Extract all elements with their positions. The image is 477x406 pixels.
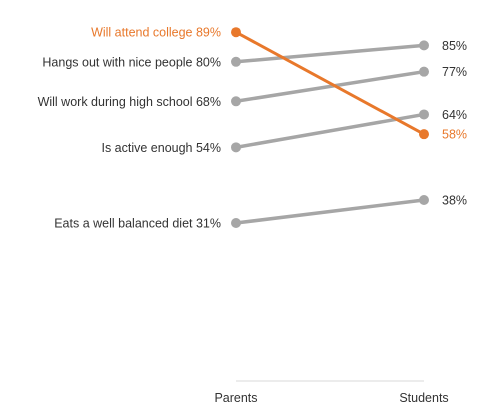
series-label-right-1: 85% <box>442 39 467 53</box>
series-label-left-0: Will attend college 89% <box>91 26 221 40</box>
series-line-3 <box>234 112 426 150</box>
series-label-right-3: 64% <box>442 108 467 122</box>
series-label-right-4: 38% <box>442 193 467 207</box>
series-point-1-end <box>419 40 429 51</box>
series-point-2-end <box>419 66 429 77</box>
x-tick-label-students: Students <box>399 391 448 405</box>
series-label-right-0: 58% <box>442 128 467 142</box>
series-point-2-start <box>231 96 241 107</box>
series-point-3-start <box>231 142 241 153</box>
x-tick-label-parents: Parents <box>214 391 257 405</box>
series-label-left-2: Will work during high school 68% <box>38 95 221 109</box>
series-line-2 <box>234 69 426 104</box>
series-line-0 <box>234 30 426 136</box>
series-point-4-end <box>419 194 429 205</box>
series-label-right-2: 77% <box>442 65 467 79</box>
series-label-left-4: Eats a well balanced diet 31% <box>54 217 221 231</box>
series-point-1-start <box>231 56 241 67</box>
series-point-0-start <box>231 27 241 38</box>
series-layer: Hangs out with nice people 80% 85% Will wo… <box>38 26 467 231</box>
series-label-left-1: Hangs out with nice people 80% <box>42 55 221 69</box>
series-label-left-3: Is active enough 54% <box>101 141 221 155</box>
series-point-3-end <box>419 109 429 120</box>
series-point-4-start <box>231 218 241 229</box>
series-line-1 <box>234 43 426 64</box>
series-point-0-end <box>419 129 429 140</box>
series-line-4 <box>234 198 426 225</box>
